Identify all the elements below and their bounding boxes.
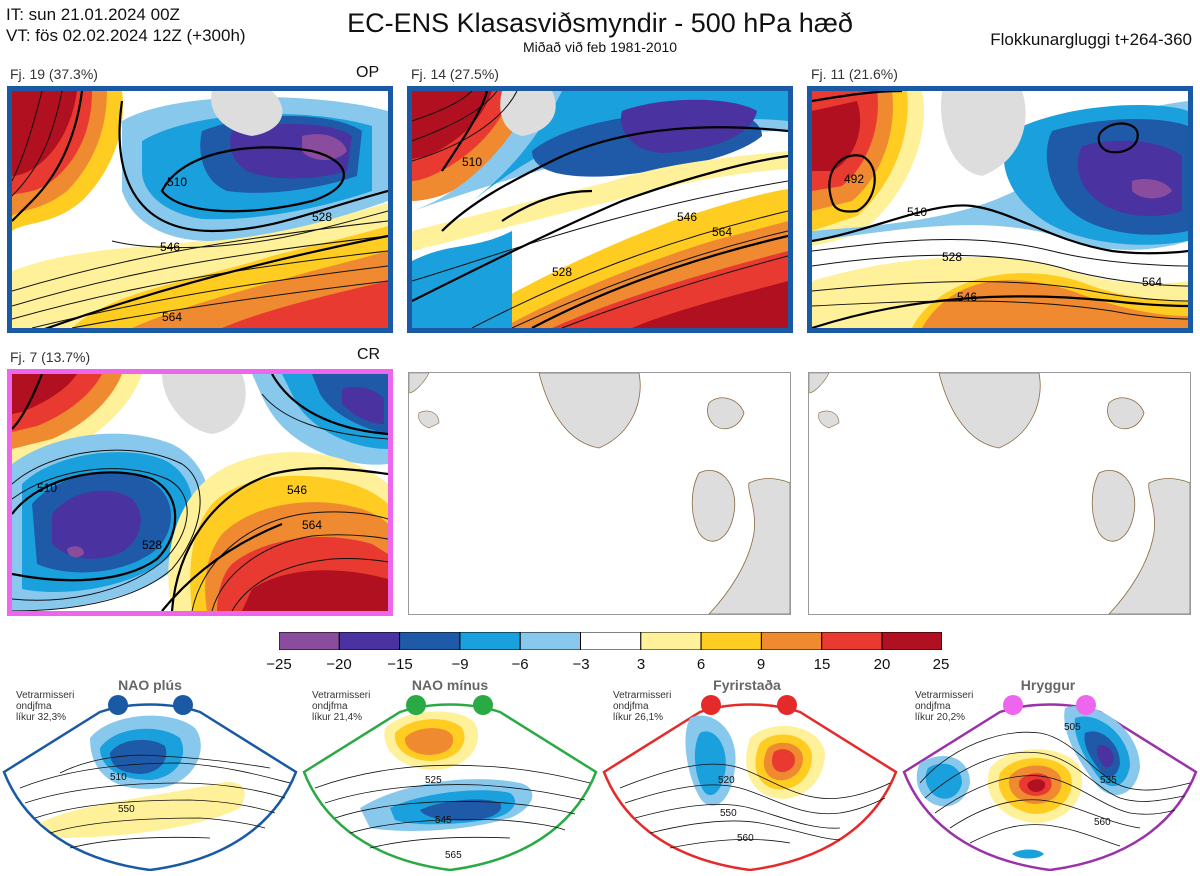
contour-label: 564	[1142, 275, 1162, 289]
cluster-map-19[interactable]: 546 510 528 564	[7, 86, 393, 333]
contour-label: 560	[1094, 817, 1111, 828]
contour-label: 528	[312, 210, 332, 224]
contour-label: 510	[462, 155, 482, 169]
colorbar-swatch	[459, 631, 521, 651]
contour-label: 550	[118, 804, 135, 815]
colorbar-label: 6	[696, 656, 706, 673]
colorbar-swatch	[760, 631, 823, 651]
colorbar-swatch	[338, 631, 401, 651]
regime-map-blocking[interactable]: 520 550 560	[600, 688, 900, 872]
colorbar-label: −6	[511, 656, 529, 673]
contour-label: 546	[957, 290, 977, 304]
contour-label: 510	[907, 205, 927, 219]
contour-label: 546	[160, 240, 180, 254]
cluster-map-7[interactable]: 510 528 546 564	[7, 369, 393, 616]
panel-1-tag: OP	[356, 64, 380, 81]
colorbar-swatch	[640, 631, 702, 651]
regime-dot	[473, 695, 493, 715]
colorbar-swatch	[399, 631, 461, 651]
contour-label: 565	[445, 850, 462, 861]
valid-time: VT: fös 02.02.2024 12Z (+300h)	[6, 26, 246, 45]
contour-label: 545	[435, 815, 452, 826]
regime-map-ridge[interactable]: 505 535 560	[900, 688, 1200, 872]
colorbar-label: −3	[572, 656, 590, 673]
regime-title-ridge: Hryggur	[1020, 677, 1076, 693]
contour-label: 505	[1064, 722, 1081, 733]
contour-label: 510	[110, 772, 127, 783]
colorbar-swatch	[580, 631, 642, 651]
regime-note-blocking: Vetrarmisseri ondjfma líkur 26,1%	[613, 690, 672, 723]
contour-label: 546	[287, 483, 307, 497]
contour-label: 492	[844, 172, 864, 186]
panel-2-label: Fj. 14 (27.5%)	[411, 66, 499, 82]
initial-time: IT: sun 21.01.2024 00Z	[6, 5, 180, 24]
page-title: EC-ENS Klasasviðsmyndir - 500 hPa hæð	[347, 8, 853, 38]
regime-dot	[406, 695, 426, 715]
colorbar-label: −20	[326, 656, 352, 673]
colorbar-label: −25	[266, 656, 292, 673]
regime-title-nao-plus: NAO plús	[118, 677, 182, 693]
colorbar-label: 15	[813, 656, 831, 673]
regime-dot	[173, 695, 193, 715]
regime-note-nao-plus: Vetrarmisseri ondjfma líkur 32,3%	[16, 690, 75, 723]
contour-label: 535	[1100, 775, 1117, 786]
contour-label: 510	[37, 481, 57, 495]
contour-label: 546	[677, 210, 697, 224]
empty-map-6	[808, 372, 1191, 615]
colorbar-label: 9	[756, 656, 766, 673]
regime-title-blocking: Fyrirstaða	[713, 677, 781, 693]
colorbar-swatch	[821, 631, 883, 651]
contour-label: 528	[142, 538, 162, 552]
colorbar-label: 3	[636, 656, 646, 673]
regime-note-nao-minus: Vetrarmisseri ondjfma líkur 21,4%	[312, 690, 371, 723]
panel-3-label: Fj. 11 (21.6%)	[811, 66, 898, 82]
contour-label: 510	[167, 175, 187, 189]
panel-4-tag: CR	[357, 346, 381, 363]
colorbar-label: −9	[451, 656, 469, 673]
regime-dot	[701, 695, 721, 715]
contour-label: 564	[162, 310, 182, 324]
regime-dot	[1003, 695, 1023, 715]
header-info: IT: sun 21.01.2024 00Z VT: fös 02.02.202…	[6, 4, 246, 46]
cluster-map-14[interactable]: 510 528 546 564	[407, 86, 793, 333]
regime-title-nao-minus: NAO mínus	[411, 677, 489, 693]
contour-label: 564	[712, 225, 732, 239]
regime-map-nao-plus[interactable]: 510 550	[0, 688, 300, 872]
colorbar-swatch	[881, 631, 942, 651]
contour-label: 564	[302, 518, 322, 532]
regime-dot	[1076, 695, 1096, 715]
colorbar-label: 25	[932, 656, 950, 673]
panel-4-label: Fj. 7 (13.7%)	[10, 349, 91, 365]
classification-window: Flokkunargluggi t+264-360	[990, 30, 1192, 49]
contour-label: 525	[425, 775, 442, 786]
colorbar-label: 20	[873, 656, 891, 673]
regime-note-ridge: Vetrarmisseri ondjfma líkur 20,2%	[915, 690, 974, 723]
contour-label: 550	[720, 808, 737, 819]
panel-1-label: Fj. 19 (37.3%)	[10, 66, 98, 82]
colorbar-swatch	[519, 631, 581, 651]
colorbar	[278, 631, 942, 651]
contour-label: 520	[718, 775, 735, 786]
colorbar-label: −15	[387, 656, 413, 673]
colorbar-swatch	[278, 631, 340, 651]
colorbar-swatch	[700, 631, 762, 651]
regime-dot	[777, 695, 797, 715]
contour-label: 528	[552, 265, 572, 279]
contour-label: 560	[737, 833, 754, 844]
contour-label: 528	[942, 250, 962, 264]
regime-dot	[108, 695, 128, 715]
page-subtitle: Miðað við feb 1981-2010	[522, 39, 678, 55]
cluster-map-11[interactable]: 492 510 528 546 564	[807, 86, 1193, 333]
regime-map-nao-minus[interactable]: 525 545 565	[300, 688, 600, 872]
empty-map-5	[408, 372, 791, 615]
